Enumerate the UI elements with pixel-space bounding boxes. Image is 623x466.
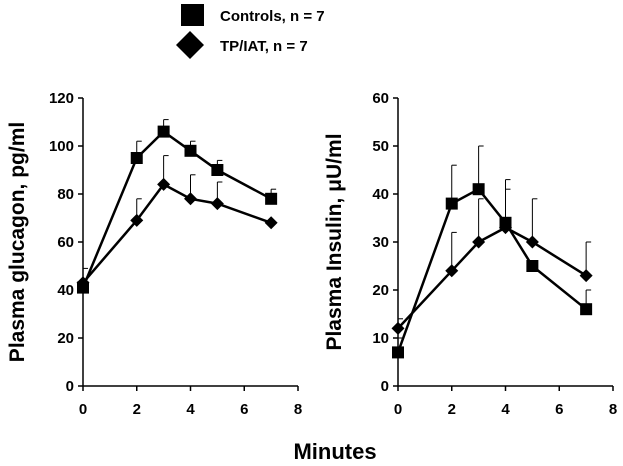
- y-tick-label: 30: [372, 234, 389, 251]
- data-point: [392, 346, 404, 359]
- y-tick-label: 0: [381, 378, 389, 395]
- x-tick-label: 8: [609, 401, 617, 418]
- series-line: [396, 187, 587, 353]
- series-square: [77, 119, 278, 294]
- legend-marker-tpiat: [176, 31, 204, 59]
- data-point: [391, 321, 405, 335]
- data-point: [580, 303, 593, 316]
- y-tick-label: 40: [372, 186, 389, 203]
- x-tick-label: 0: [79, 401, 87, 418]
- data-point: [264, 216, 278, 230]
- y-tick-label: 120: [49, 90, 74, 107]
- data-point: [525, 235, 539, 249]
- series-diamond: [76, 155, 278, 290]
- y-tick-label: 60: [57, 234, 74, 251]
- legend-label-tpiat: TP/IAT, n = 7: [220, 38, 308, 55]
- data-point: [265, 192, 278, 205]
- data-point: [210, 197, 224, 211]
- data-point: [526, 260, 539, 272]
- y-tick-label: 60: [372, 90, 389, 107]
- series-line: [81, 129, 272, 289]
- glucagon-panel: 0 20 40 60 80 100 120 0 2 4 6 8 Plasma glucagon, pg/…: [6, 90, 302, 418]
- y-tick-label: 0: [66, 378, 74, 395]
- insulin-panel: 0 10 20 30 40 50 60 0 2 4 6 8 Plasma Insulin, μU/ml: [323, 90, 617, 418]
- x-tick-label: 2: [133, 401, 141, 418]
- data-point: [211, 164, 224, 176]
- data-point: [130, 213, 144, 227]
- y-tick-label: 20: [372, 282, 389, 299]
- legend-label-controls: Controls, n = 7: [220, 8, 325, 25]
- y-tick-label: 50: [372, 138, 389, 155]
- x-tick-label: 4: [501, 401, 510, 418]
- y-axis-title: Plasma glucagon, pg/ml: [6, 122, 29, 362]
- x-axis-title: Minutes: [293, 439, 376, 461]
- legend: Controls, n = 7 TP/IAT, n = 7: [176, 4, 325, 59]
- y-tick-label: 10: [372, 330, 389, 347]
- y-tick-label: 20: [57, 330, 74, 347]
- legend-marker-controls: [181, 4, 204, 26]
- x-tick-label: 2: [448, 401, 456, 418]
- data-point: [472, 235, 486, 249]
- data-point: [157, 125, 170, 138]
- series-line: [82, 182, 272, 284]
- data-point: [472, 183, 485, 196]
- x-tick-label: 6: [240, 401, 248, 418]
- data-point: [130, 152, 143, 164]
- y-tick-label: 80: [57, 186, 74, 203]
- data-point: [445, 197, 458, 210]
- series-diamond: [391, 188, 593, 335]
- series-square: [392, 145, 593, 359]
- data-point: [499, 221, 512, 235]
- data-point: [184, 192, 197, 206]
- data-point: [445, 264, 459, 278]
- data-point: [579, 269, 593, 283]
- data-point: [76, 276, 90, 290]
- x-tick-label: 6: [555, 401, 563, 418]
- y-axis-title: Plasma Insulin, μU/ml: [323, 133, 346, 350]
- x-tick-label: 4: [186, 401, 195, 418]
- data-point: [184, 144, 197, 157]
- data-point: [157, 177, 171, 191]
- x-tick-label: 0: [394, 401, 402, 418]
- x-tick-label: 8: [294, 401, 302, 418]
- series-line: [397, 226, 587, 330]
- y-tick-label: 40: [57, 282, 74, 299]
- y-tick-label: 100: [49, 138, 74, 155]
